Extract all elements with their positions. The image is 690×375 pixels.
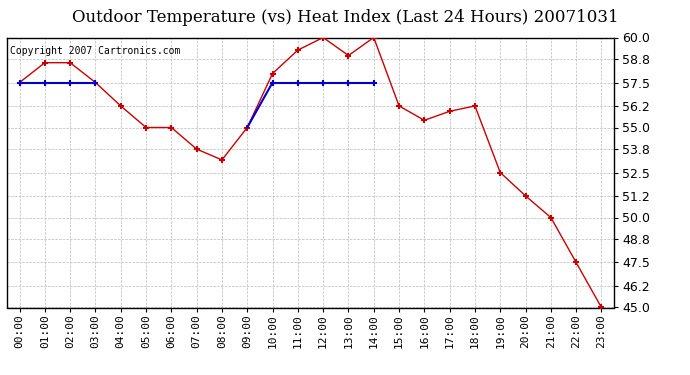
Text: Copyright 2007 Cartronics.com: Copyright 2007 Cartronics.com xyxy=(10,46,180,56)
Text: Outdoor Temperature (vs) Heat Index (Last 24 Hours) 20071031: Outdoor Temperature (vs) Heat Index (Las… xyxy=(72,9,618,26)
